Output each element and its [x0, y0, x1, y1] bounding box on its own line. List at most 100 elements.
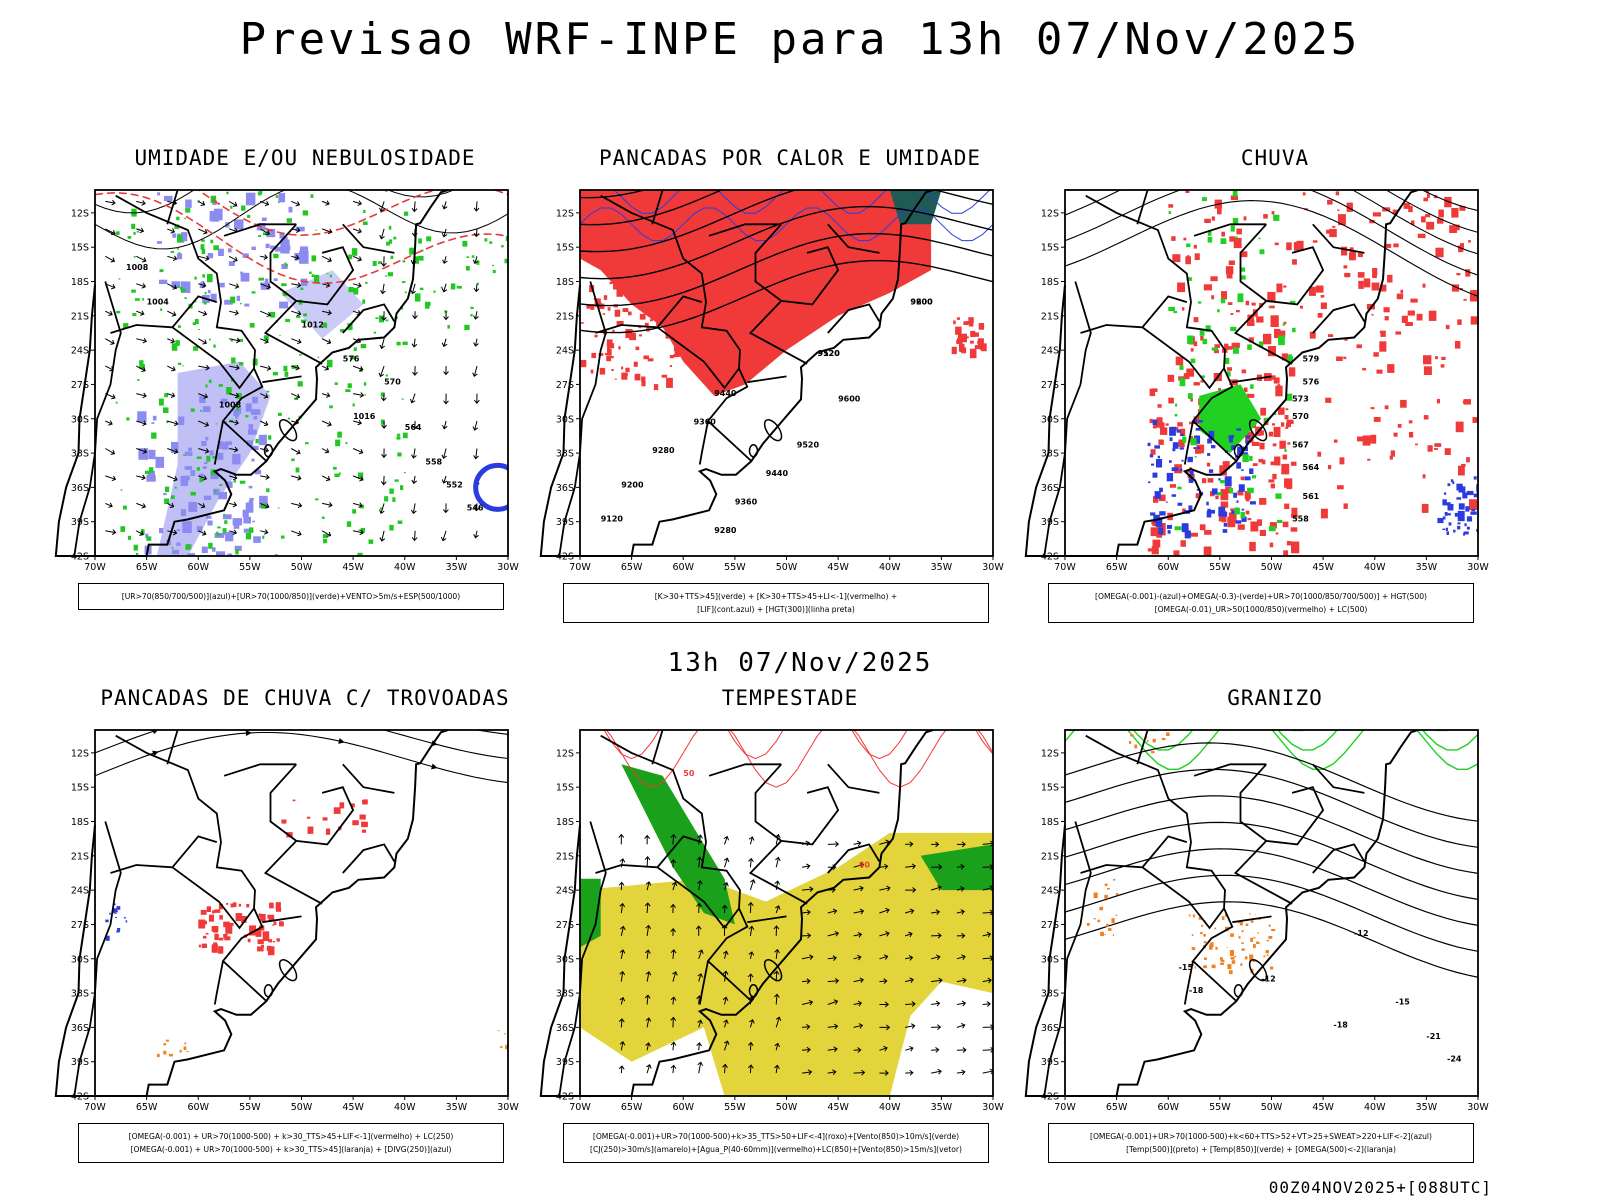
lat-tick-label: 18S — [556, 817, 574, 828]
map-overlay — [54, 189, 449, 557]
lat-tick-label: 42S — [1041, 1092, 1059, 1103]
map-legend-caption: [OMEGA(-0.001)-(azul)+OMEGA(-0.3)-(verde… — [1048, 583, 1474, 623]
lon-tick-label: 40W — [1364, 562, 1386, 571]
contour-label: 9600 — [838, 395, 861, 404]
thunderstorm-red — [198, 799, 368, 956]
lat-tick-label: 39S — [1041, 517, 1059, 528]
lat-tick-label: 27S — [556, 380, 574, 391]
hgt500-contours — [1065, 190, 1478, 297]
lagoa-mirim — [1233, 984, 1244, 998]
lat-tick-label: 12S — [71, 748, 89, 759]
legend-line: [OMEGA(-0.001)-(azul)+OMEGA(-0.3)-(verde… — [1095, 592, 1427, 601]
contour-label: 579 — [1303, 355, 1320, 364]
lon-tick-label: 35W — [931, 1102, 953, 1111]
jet-250 — [580, 832, 993, 1096]
precip-water-contours — [603, 730, 993, 788]
lon-tick-label: 60W — [673, 562, 695, 571]
lat-tick-label: 18S — [1041, 277, 1059, 288]
lat-tick-label: 15S — [71, 783, 89, 794]
lon-tick-label: 65W — [136, 1102, 158, 1111]
contour-label: -18 — [1333, 1020, 1348, 1029]
rain-blue — [1147, 419, 1478, 539]
panel-title: GRANIZO — [1227, 686, 1323, 710]
map-legend-caption: [OMEGA(-0.001) + UR>70(1000-500) + k>30_… — [78, 1123, 504, 1163]
map-overlay — [1024, 189, 1419, 557]
lat-tick-label: 30S — [71, 414, 89, 425]
hgt-labels: 9600 9520 9440 9360 9280 9200 9120 9600 9520 9440… — [601, 297, 933, 535]
lon-tick-label: 60W — [188, 562, 210, 571]
lat-tick-label: 42S — [71, 552, 89, 563]
lon-tick-label: 45W — [342, 1102, 364, 1111]
lon-tick-label: 50W — [776, 562, 798, 571]
cyclone-core — [473, 462, 508, 512]
lat-tick-label: 30S — [1041, 414, 1059, 425]
contour-label: 573 — [1292, 395, 1309, 404]
coastline — [539, 729, 934, 1097]
wind-vectors — [105, 199, 480, 542]
contour-label: 9200 — [910, 297, 933, 306]
weather-map: 579 576 573 570 567 564 561 558 12S 15S 18S 21S 24S 2… — [1024, 189, 1489, 571]
contour-label: 9440 — [766, 469, 789, 478]
lon-tick-label: 70W — [569, 562, 591, 571]
lat-tick-label: 12S — [1041, 208, 1059, 219]
wind-850 — [621, 764, 735, 925]
lat-tick-label: 15S — [556, 783, 574, 794]
lon-tick-label: 50W — [1261, 562, 1283, 571]
lon-tick-label: 45W — [1312, 562, 1334, 571]
panel-granizo: GRANIZO -12 -12 -15 -15 -18 -18 -21 -24 12S 15S 18… — [1020, 686, 1530, 1166]
lon-tick-label: 50W — [776, 1102, 798, 1111]
lat-tick-label: 30S — [556, 954, 574, 965]
lon-tick-label: 70W — [1054, 1102, 1076, 1111]
lon-tick-label: 45W — [342, 562, 364, 571]
lat-tick-label: 36S — [556, 1023, 574, 1034]
lat-tick-label: 21S — [71, 851, 89, 862]
contour-label: 9280 — [714, 526, 737, 535]
map-legend-caption: [OMEGA(-0.001)+UR>70(1000-500)+k<60+TTS>… — [1048, 1123, 1474, 1163]
lat-tick-label: 18S — [71, 277, 89, 288]
rain-green-spots — [1168, 190, 1296, 532]
lat-tick-label: 42S — [556, 552, 574, 563]
contour-label: 567 — [1292, 440, 1309, 449]
contour-label: 9280 — [652, 446, 675, 455]
contour-label: 558 — [425, 458, 442, 467]
political-borders — [73, 189, 396, 557]
lat-tick-label: 18S — [71, 817, 89, 828]
lon-tick-label: 40W — [879, 562, 901, 571]
legend-line: [OMEGA(-0.001)+UR>70(1000-500)+k>35_TTS>… — [592, 1132, 960, 1141]
lon-tick-label: 65W — [136, 562, 158, 571]
lon-tick-label: 65W — [1106, 562, 1128, 571]
coastline — [54, 729, 449, 1097]
contour-label: 9520 — [797, 440, 820, 449]
lat-tick-label: 33S — [71, 989, 89, 1000]
lagoa-mirim — [263, 444, 274, 458]
lat-tick-label: 24S — [556, 346, 574, 357]
coastline — [539, 189, 934, 557]
contour-label: 9120 — [601, 515, 624, 524]
contour-label: 9600 — [910, 297, 933, 306]
lon-tick-label: 50W — [291, 562, 313, 571]
lon-tick-label: 45W — [1312, 1102, 1334, 1111]
panel-title: PANCADAS DE CHUVA C/ TROVOADAS — [100, 686, 510, 710]
lon-tick-label: 40W — [394, 1102, 416, 1111]
lon-tick-label: 55W — [239, 1102, 261, 1111]
lon-tick-label: 55W — [724, 562, 746, 571]
map-legend-caption: [K>30+TTS>45](verde) + [K>30+TTS>45+LI<-… — [563, 583, 989, 623]
coastline — [1024, 189, 1419, 557]
lon-tick-label: 35W — [446, 1102, 468, 1111]
lat-tick-label: 30S — [71, 954, 89, 965]
contour-label: 570 — [384, 377, 401, 386]
lon-tick-label: 30W — [982, 562, 1004, 571]
lat-tick-label: 39S — [71, 517, 89, 528]
lagoa-dos-patos — [1248, 419, 1268, 442]
lat-tick-label: 15S — [1041, 783, 1059, 794]
political-borders — [558, 189, 881, 557]
contour-label: 40 — [859, 860, 871, 869]
lon-tick-label: 55W — [1209, 1102, 1231, 1111]
lat-tick-label: 24S — [1041, 886, 1059, 897]
lagoa-dos-patos — [1248, 959, 1268, 982]
lat-tick-label: 36S — [556, 483, 574, 494]
lat-tick-label: 30S — [1041, 954, 1059, 965]
lagoa-mirim — [1233, 444, 1244, 458]
